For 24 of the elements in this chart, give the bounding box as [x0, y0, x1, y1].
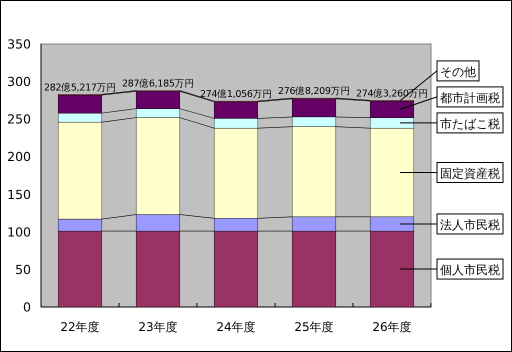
legend-label: 個人市民税 [440, 263, 500, 278]
x-tick-label: 24年度 [216, 320, 256, 334]
text: その他 [440, 64, 476, 79]
y-tick-label: 350 [7, 36, 32, 52]
y-tick-label: 200 [7, 149, 32, 164]
total-label: 274億3,260万円 [356, 87, 428, 100]
y-tick-label: 250 [7, 112, 32, 127]
total-label: 282億5,217万円 [44, 81, 116, 94]
y-tick-label: 100 [7, 224, 32, 240]
x-tick-label: 23年度 [138, 320, 178, 334]
total-label: 287億6,185万円 [122, 78, 194, 90]
total-label: 274億1,056万円 [200, 88, 272, 100]
legend-label: 都市計画税 [440, 90, 500, 105]
y-tick-label: 0 [23, 300, 32, 314]
y-tick-label: 150 [7, 186, 32, 202]
x-tick-label: 22年度 [60, 320, 100, 334]
x-tick-label: 26年度 [372, 320, 412, 334]
legend-label: 法人市民税 [440, 218, 500, 232]
total-label: 276億8,209万円 [278, 85, 350, 98]
legend-label: 市たばこ税 [440, 116, 500, 131]
legend-label: 固定資産税 [440, 166, 500, 180]
y-tick-label: 300 [7, 74, 32, 90]
x-tick-label: 25年度 [294, 320, 334, 334]
y-tick-label: 50 [15, 262, 32, 277]
